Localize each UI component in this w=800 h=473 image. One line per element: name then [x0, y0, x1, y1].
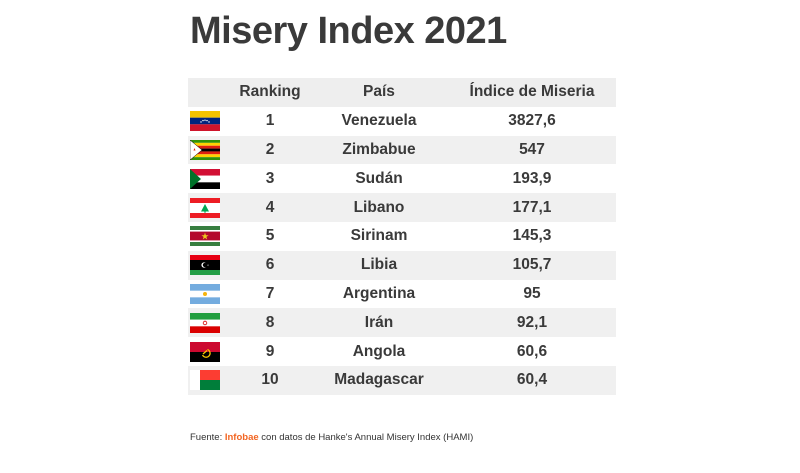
index-value-cell: 145,3 — [512, 227, 552, 245]
table-row: 1 Venezuela 3827,6 — [188, 106, 616, 136]
source-note: Fuente: Infobae con datos de Hanke's Ann… — [190, 432, 473, 443]
venezuela-flag — [190, 111, 220, 132]
ranking-cell: 8 — [265, 313, 275, 331]
index-value-cell: 105,7 — [512, 256, 552, 274]
country-cell: Libia — [360, 256, 398, 274]
index-value-cell: 95 — [523, 284, 541, 302]
flag-cell — [188, 251, 230, 280]
argentina-flag — [190, 283, 220, 304]
country-cell: Madagascar — [334, 371, 424, 389]
index-value-cell: 60,4 — [516, 371, 548, 389]
country-cell: Angola — [352, 342, 406, 360]
ranking-cell: 10 — [261, 371, 279, 389]
country-cell: Libano — [353, 198, 405, 216]
flag-cell — [188, 222, 230, 251]
flag-cell — [188, 337, 230, 366]
suriname-flag — [190, 226, 220, 247]
source-prefix: Fuente: — [190, 432, 225, 443]
ranking-cell: 4 — [265, 198, 275, 216]
table-row: 4 Libano 177,1 — [188, 193, 616, 222]
table-body: 1 Venezuela 3827,6 2 Zimbabue 547 3 Sudán 193,9 4… — [188, 106, 616, 395]
index-value-cell: 193,9 — [512, 169, 552, 187]
index-value-cell: 3827,6 — [508, 112, 556, 130]
ranking-cell: 2 — [265, 140, 275, 158]
country-cell: Venezuela — [341, 112, 417, 130]
country-cell: Sirinam — [350, 227, 408, 245]
ranking-cell: 3 — [265, 169, 275, 187]
header-pais: País — [363, 83, 395, 101]
angola-flag — [190, 341, 220, 362]
header-flag — [188, 78, 230, 107]
page-title: Misery Index 2021 — [190, 10, 507, 52]
ranking-cell: 9 — [265, 342, 275, 360]
libya-flag — [190, 255, 220, 276]
flag-cell — [188, 136, 230, 165]
madagascar-flag — [190, 370, 220, 391]
ranking-cell: 5 — [265, 227, 275, 245]
source-brand: Infobae — [224, 432, 259, 443]
table-row: 3 Sudán 193,9 — [188, 164, 616, 194]
table-row: 6 Libia 105,7 — [188, 250, 616, 280]
country-cell: Irán — [364, 313, 394, 331]
flag-cell — [188, 366, 230, 395]
country-cell: Sudán — [355, 169, 403, 187]
misery-index-table: Ranking País Índice de Miseria 1 Venezuel… — [188, 78, 616, 395]
table-row: 9 Angola 60,6 — [188, 337, 616, 366]
ranking-cell: 1 — [265, 112, 275, 130]
iran-flag — [190, 312, 220, 333]
table-row: 8 Irán 92,1 — [188, 308, 616, 338]
table-row: 7 Argentina 95 — [188, 279, 616, 309]
country-cell: Argentina — [342, 284, 416, 302]
lebanon-flag — [190, 197, 220, 218]
flag-cell — [188, 107, 230, 136]
source-suffix: con datos de Hanke's Annual Misery Index… — [258, 432, 474, 443]
index-value-cell: 60,6 — [516, 342, 548, 360]
zimbabwe-flag — [190, 139, 220, 160]
flag-cell — [188, 308, 230, 337]
country-cell: Zimbabue — [342, 140, 416, 158]
index-value-cell: 547 — [519, 140, 545, 158]
index-value-cell: 92,1 — [516, 313, 548, 331]
flag-cell — [188, 164, 230, 193]
header-indice: Índice de Miseria — [469, 83, 595, 101]
sudan-flag — [190, 168, 220, 189]
table-row: 5 Sirinam 145,3 — [188, 221, 616, 251]
header-ranking: Ranking — [239, 83, 301, 101]
ranking-cell: 6 — [265, 256, 275, 274]
flag-cell — [188, 193, 230, 222]
table-row: 2 Zimbabue 547 — [188, 135, 616, 165]
flag-cell — [188, 280, 230, 309]
table-header-row: Ranking País Índice de Miseria — [188, 78, 616, 107]
index-value-cell: 177,1 — [512, 198, 552, 216]
ranking-cell: 7 — [265, 284, 275, 302]
table-row: 10 Madagascar 60,4 — [188, 365, 616, 395]
